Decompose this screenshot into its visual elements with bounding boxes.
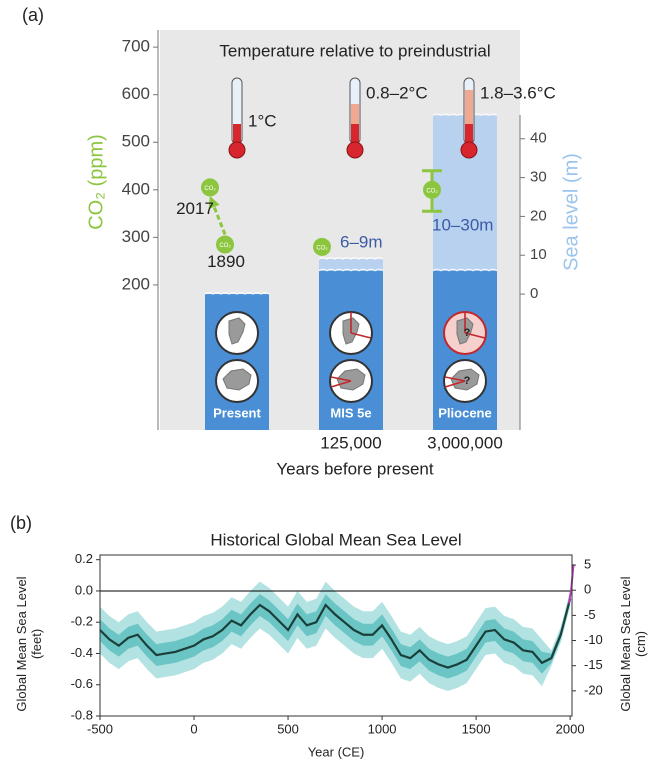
temperature-label: 1.8–3.6°C [480, 83, 556, 102]
panel-label: (b) [10, 513, 32, 533]
y-tick-label: 200 [122, 274, 150, 293]
y-tick-label: 0.2 [75, 551, 93, 566]
y-tick-label: -0.2 [71, 614, 93, 629]
category-label: Present [213, 405, 261, 420]
x-axis-label: Years before present [276, 459, 433, 478]
y-tick-label: -0.4 [71, 645, 93, 660]
x-tick-label: 1500 [462, 721, 491, 736]
year-label: 2017 [176, 199, 214, 218]
y-tick-label: 0.0 [75, 582, 93, 597]
temperature-label: 1°C [248, 111, 277, 130]
sea-level-range [319, 259, 383, 271]
x-tick-label: 1000 [368, 721, 397, 736]
y2-tick-label: 20 [530, 207, 547, 224]
figure: (a) Temperature relative to preindustria… [0, 0, 653, 771]
y2-tick-label: 10 [530, 246, 547, 263]
x-tick-label: 500 [277, 721, 299, 736]
y2-axis-label: Global Mean Sea Level (cm) [618, 574, 648, 714]
sea-level-label: 10–30m [432, 215, 493, 234]
chart-title: Historical Global Mean Sea Level [210, 530, 461, 549]
thermometer-range [351, 104, 359, 124]
y-tick-label: -0.6 [71, 676, 93, 691]
observed-line [569, 564, 574, 603]
x-tick-label: 3,000,000 [427, 433, 503, 452]
y-tick-label: 600 [122, 84, 150, 103]
y-tick-label: 500 [122, 132, 150, 151]
y2-axis-label: Sea level (m) [560, 153, 582, 271]
category-label: MIS 5e [330, 405, 371, 420]
y2-tick-label: 40 [530, 130, 547, 147]
y2-tick-label: 30 [530, 169, 547, 186]
y2-tick-label: 0 [584, 582, 591, 597]
y-axis-label: Global Mean Sea Level (feet) [14, 574, 44, 714]
co2-icon-label: CO₂ [204, 186, 216, 192]
chart-title: Temperature relative to preindustrial [219, 41, 490, 60]
y2-tick-label: -15 [584, 657, 603, 672]
temperature-label: 0.8–2°C [366, 83, 428, 102]
x-tick-label: 0 [190, 721, 197, 736]
category-label: Pliocene [438, 405, 491, 420]
unknown-marker: ? [464, 375, 471, 387]
sea-level-label: 6–9m [340, 232, 383, 251]
year-label: 1890 [207, 252, 245, 271]
co2-icon-label: CO₂ [316, 245, 328, 251]
thermometer-range [465, 90, 473, 124]
y-tick-label: -0.8 [71, 707, 93, 722]
x-tick-label: -500 [87, 721, 113, 736]
panel-label: (a) [22, 5, 44, 25]
y2-tick-label: -5 [584, 607, 596, 622]
x-axis-label: Year (CE) [308, 744, 365, 759]
y-tick-label: 400 [122, 179, 150, 198]
unknown-marker: ? [464, 327, 471, 339]
y2-tick-label: 5 [584, 557, 591, 572]
y2-tick-label: -10 [584, 632, 603, 647]
y-axis-label: CO₂ (ppm) [85, 134, 107, 230]
thermometer-bulb [347, 142, 363, 158]
co2-icon-label: CO₂ [219, 243, 231, 249]
y-tick-label: 700 [122, 37, 150, 56]
y2-tick-label: 0 [530, 285, 538, 302]
co2-icon-label: CO₂ [426, 188, 438, 194]
y-tick-label: 300 [122, 227, 150, 246]
thermometer-bulb [229, 142, 245, 158]
y2-tick-label: -20 [584, 682, 603, 697]
thermometer-bulb [461, 142, 477, 158]
chart: (a) Temperature relative to preindustria… [0, 0, 653, 771]
x-tick-label: 125,000 [320, 433, 381, 452]
x-tick-label: 2000 [556, 721, 585, 736]
